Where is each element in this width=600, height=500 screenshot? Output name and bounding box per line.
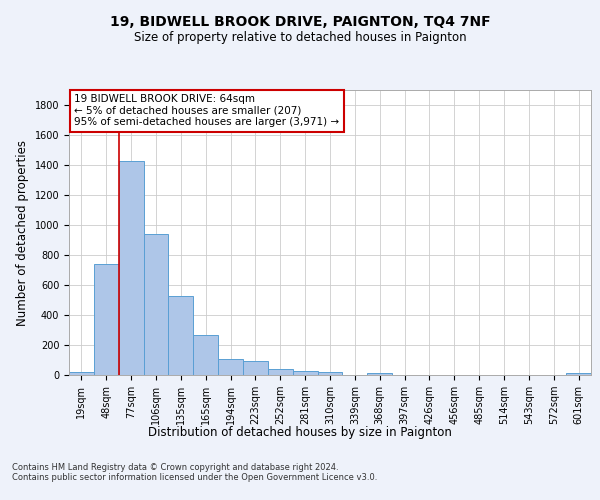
Text: 19, BIDWELL BROOK DRIVE, PAIGNTON, TQ4 7NF: 19, BIDWELL BROOK DRIVE, PAIGNTON, TQ4 7… [110, 16, 490, 30]
Text: Size of property relative to detached houses in Paignton: Size of property relative to detached ho… [134, 31, 466, 44]
Bar [218, 359, 243, 375]
Bar [143, 234, 169, 375]
Bar [367, 373, 392, 375]
Bar [169, 296, 193, 375]
Text: Contains HM Land Registry data © Crown copyright and database right 2024.
Contai: Contains HM Land Registry data © Crown c… [12, 463, 377, 482]
Text: Distribution of detached houses by size in Paignton: Distribution of detached houses by size … [148, 426, 452, 439]
Text: 19 BIDWELL BROOK DRIVE: 64sqm
← 5% of detached houses are smaller (207)
95% of s: 19 BIDWELL BROOK DRIVE: 64sqm ← 5% of de… [74, 94, 340, 128]
Bar [119, 160, 143, 375]
Bar [69, 372, 94, 375]
Bar [293, 371, 317, 375]
Bar [243, 361, 268, 375]
Bar [268, 369, 293, 375]
Y-axis label: Number of detached properties: Number of detached properties [16, 140, 29, 326]
Bar [94, 264, 119, 375]
Bar [566, 373, 591, 375]
Bar [317, 372, 343, 375]
Bar [193, 335, 218, 375]
